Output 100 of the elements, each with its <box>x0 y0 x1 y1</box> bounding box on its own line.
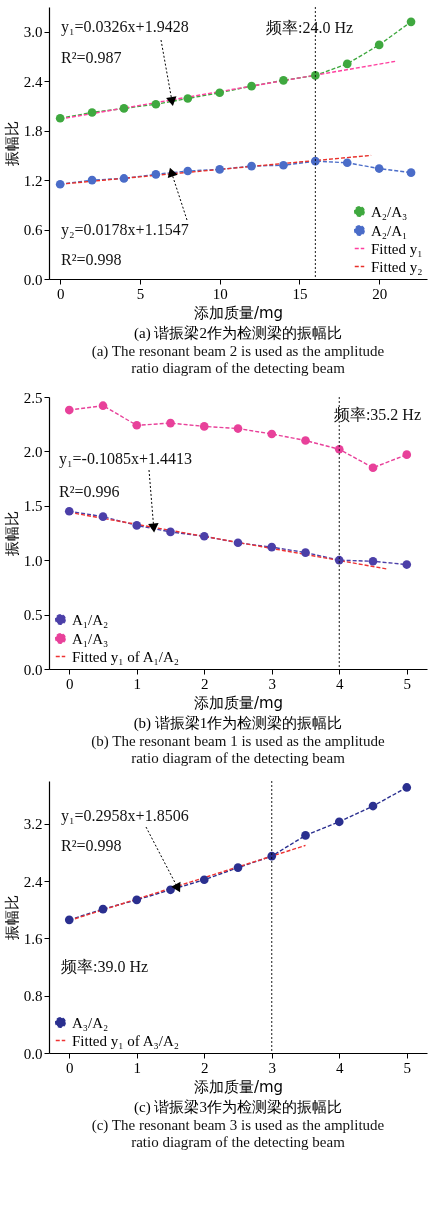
y-axis-title: 振幅比 <box>2 121 21 166</box>
y-tick-label: 1.0 <box>23 552 43 569</box>
point <box>199 422 209 431</box>
y-tick-label: 2.4 <box>23 873 43 890</box>
point <box>183 166 193 176</box>
x-tick-label: 3 <box>268 1059 276 1076</box>
point <box>368 463 378 473</box>
legend-label: Fitted y₁ <box>371 240 423 257</box>
point <box>183 94 193 103</box>
y-tick-label: 1.6 <box>23 930 43 947</box>
point <box>132 895 142 905</box>
text: (b) 谐振梁1作为检测梁的振幅比 <box>133 715 343 732</box>
point <box>402 560 412 569</box>
point <box>368 556 378 566</box>
y-tick-label: 0.8 <box>23 988 43 1005</box>
point <box>199 531 209 541</box>
x-tick-label: 10 <box>212 285 228 302</box>
y-tick-label: 0.0 <box>23 661 43 678</box>
point <box>151 170 161 179</box>
x-tick-label: 5 <box>136 285 145 302</box>
point <box>132 420 142 430</box>
x-tick-label: 0 <box>66 675 74 692</box>
x-tick-label: 5 <box>403 1059 411 1076</box>
x-tick-label: 5 <box>403 675 411 692</box>
annotation: R²=0.998 <box>61 837 122 854</box>
point <box>55 179 65 189</box>
annotation: y₁=0.2958x+1.8506 <box>61 807 189 825</box>
x-axis-title: 添加质量/mg <box>193 303 284 322</box>
x-tick-label: 1 <box>133 675 141 692</box>
x-axis-title: 添加质量/mg <box>193 693 284 712</box>
y-tick-label: 3.0 <box>23 24 43 41</box>
point <box>402 783 412 792</box>
point <box>342 158 352 168</box>
point <box>132 521 142 530</box>
point <box>311 71 320 80</box>
y-tick-label: 2.5 <box>23 389 43 406</box>
point <box>64 506 74 516</box>
point <box>87 108 97 117</box>
annotation: 频率:35.2 Hz <box>333 406 421 423</box>
y-tick-label: 0.6 <box>23 222 43 239</box>
y-tick-label: 2.0 <box>23 443 43 460</box>
point <box>98 512 108 521</box>
point <box>199 875 209 885</box>
y-tick-label: 0.0 <box>23 1045 43 1062</box>
legend-label: A₁/A₂ <box>72 611 109 628</box>
x-tick-label: 2 <box>201 675 209 692</box>
annotation: y₁=-0.1085x+1.4413 <box>59 450 192 468</box>
legend-label: A₂/A₃ <box>371 203 408 220</box>
point <box>151 99 161 109</box>
point <box>301 548 310 557</box>
legend-label: Fitted y₂ <box>371 258 423 275</box>
x-tick-label: 3 <box>268 675 276 692</box>
text: (c) The resonant beam 3 is used as the amplitude ratio diagram of the detecting beam <box>91 1117 385 1150</box>
point <box>215 165 224 174</box>
point <box>334 817 344 827</box>
legend-label: Fitted y₁ of A₁/A₂ <box>72 648 179 665</box>
x-tick-label: 1 <box>133 1059 141 1076</box>
point <box>311 156 320 166</box>
point <box>166 885 175 895</box>
text: (a) 谐振梁2作为检测梁的振幅比 <box>134 325 342 342</box>
point <box>233 538 243 548</box>
legend-label: A₂/A₁ <box>371 222 408 239</box>
point <box>247 81 256 91</box>
legend-label: A₃/A₂ <box>72 1014 109 1031</box>
point <box>301 831 310 840</box>
point <box>279 76 288 85</box>
y-axis-title: 振幅比 <box>2 511 21 556</box>
y-tick-label: 0.5 <box>23 607 43 624</box>
legend-label: Fitted y₁ of A₃/A₂ <box>72 1032 179 1049</box>
x-tick-label: 2 <box>201 1059 209 1076</box>
point <box>87 175 97 185</box>
point <box>98 904 108 914</box>
x-axis-title: 添加质量/mg <box>193 1077 284 1096</box>
annotation: R²=0.998 <box>61 251 122 268</box>
point <box>166 418 175 428</box>
y-tick-label: 3.2 <box>23 816 43 833</box>
point <box>119 104 129 113</box>
point <box>402 450 412 459</box>
point <box>233 863 243 872</box>
point <box>64 915 74 925</box>
point <box>342 59 352 69</box>
point <box>98 401 108 411</box>
point <box>406 168 416 177</box>
point <box>267 542 277 552</box>
x-tick-label: 4 <box>336 1059 344 1076</box>
x-tick-label: 15 <box>292 285 308 302</box>
y-axis-title: 振幅比 <box>2 895 21 940</box>
point <box>55 113 65 123</box>
point <box>64 405 74 415</box>
point <box>301 436 310 445</box>
annotation: 频率:39.0 Hz <box>61 958 149 975</box>
annotation: R²=0.996 <box>59 483 120 500</box>
point <box>215 88 224 98</box>
text: (a) The resonant beam 2 is used as the amplitude ratio diagram of the detecting beam <box>91 343 385 376</box>
point <box>406 17 416 27</box>
legend-label: A₁/A₃ <box>72 630 109 647</box>
point <box>374 164 384 173</box>
annotation: y₁=0.0326x+1.9428 <box>61 18 189 36</box>
x-tick-label: 4 <box>336 675 344 692</box>
annotation: y₂=0.0178x+1.1547 <box>61 221 189 239</box>
